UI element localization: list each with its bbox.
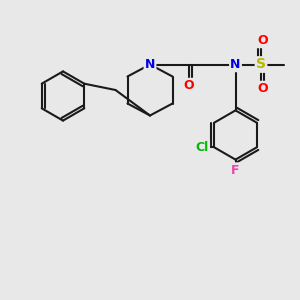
Text: N: N bbox=[145, 58, 155, 71]
Text: Cl: Cl bbox=[196, 141, 209, 154]
Text: O: O bbox=[257, 34, 268, 47]
Text: O: O bbox=[184, 79, 194, 92]
Text: N: N bbox=[230, 58, 241, 71]
Text: S: S bbox=[256, 58, 266, 71]
Text: O: O bbox=[257, 82, 268, 95]
Text: F: F bbox=[231, 164, 240, 177]
